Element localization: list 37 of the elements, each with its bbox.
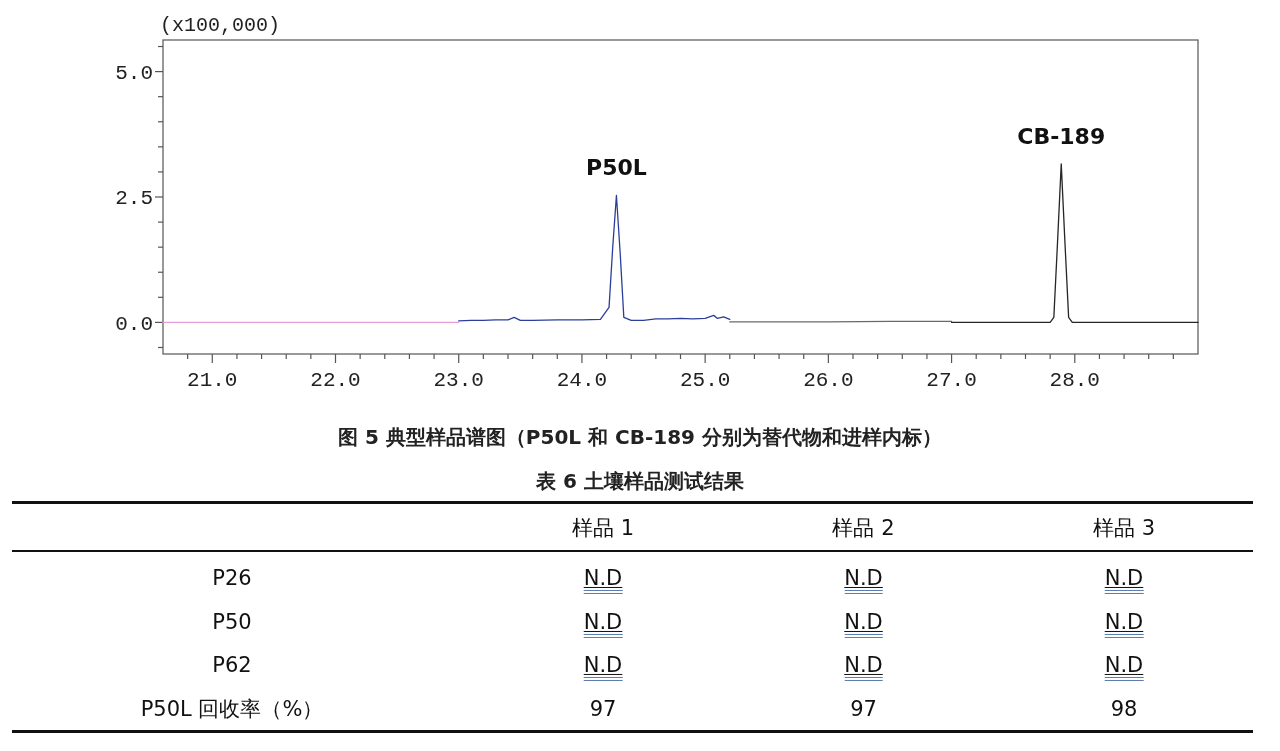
x-tick-label: 21.0 — [187, 369, 238, 392]
text: N.D — [844, 609, 883, 634]
y-tick-label: 2.5 — [115, 187, 153, 211]
x-tick-label: 27.0 — [926, 369, 977, 392]
text: N.D — [583, 609, 623, 634]
text: N.D — [844, 653, 883, 678]
text: 97 — [589, 696, 617, 721]
category-label: 样品 3 — [1092, 515, 1156, 541]
text: 97 — [850, 696, 877, 721]
line-series — [458, 194, 731, 322]
x-tick-label: 23.0 — [433, 369, 484, 392]
text: 98 — [1110, 696, 1138, 721]
text: N.D — [1104, 565, 1144, 590]
x-tick-label: 24.0 — [556, 369, 608, 392]
category-label: P50 — [212, 609, 252, 634]
text: 表 6 土壤样品测试结果 — [536, 468, 744, 493]
x-tick-label: 22.0 — [310, 369, 361, 392]
text: 图 5 典型样品谱图（P50L 和 CB-189 分别为替代物和进样内标） — [338, 425, 942, 449]
annotation: CB-189 — [1017, 123, 1106, 149]
text: N.D — [583, 653, 623, 678]
y-tick-label: 0.0 — [115, 312, 153, 336]
annotation: P50L — [586, 155, 647, 181]
text: N.D — [583, 565, 623, 590]
category-label: P26 — [212, 565, 252, 590]
category-label: P50L 回收率（%） — [140, 696, 324, 721]
y-axis-title: (x100,000) — [160, 14, 281, 37]
y-tick-label: 5.0 — [115, 61, 153, 85]
text: N.D — [844, 565, 883, 590]
category-label: P62 — [212, 653, 252, 678]
text: N.D — [1104, 653, 1144, 678]
category-label: 样品 1 — [571, 515, 635, 541]
x-tick-label: 26.0 — [803, 369, 854, 392]
category-label: 样品 2 — [832, 515, 895, 541]
x-tick-label: 28.0 — [1049, 369, 1100, 392]
text: N.D — [1104, 609, 1144, 634]
line-series — [950, 163, 1199, 324]
x-tick-label: 25.0 — [679, 369, 731, 392]
